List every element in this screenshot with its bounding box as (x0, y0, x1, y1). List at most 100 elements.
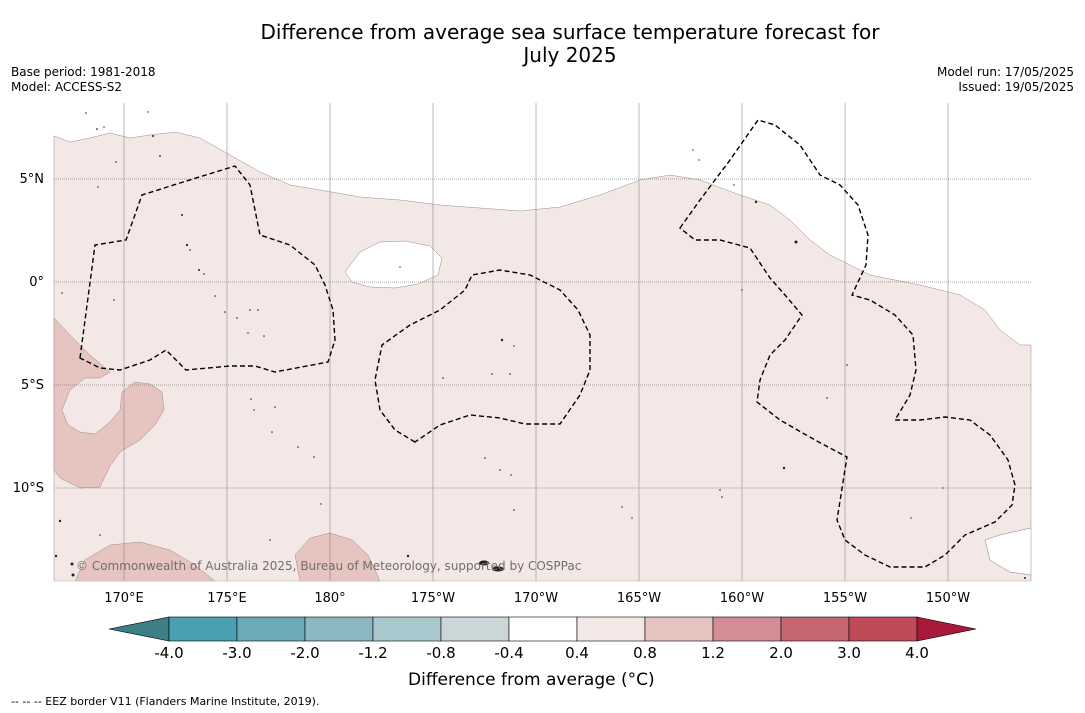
island (513, 509, 515, 511)
island (741, 289, 743, 291)
colorbar-segment (644, 616, 714, 642)
anomaly-region-0.8-1.2-west (53, 317, 165, 489)
colorbar-tick-label: -4.0 (154, 644, 183, 662)
title-line-2: July 2025 (523, 43, 617, 67)
colorbar-tick-label: -3.0 (222, 644, 251, 662)
island (214, 295, 216, 297)
eez-border-kiribati-line (679, 119, 1016, 568)
island (115, 161, 117, 163)
colorbar-tick-label: 2.0 (769, 644, 793, 662)
colorbar-segment (168, 616, 238, 642)
lon-label-170e: 170°E (104, 591, 144, 606)
island (406, 554, 410, 558)
colorbar-tick-label: 0.4 (565, 644, 589, 662)
island (733, 184, 735, 186)
lon-label-180: 180° (314, 591, 345, 606)
island (491, 373, 493, 375)
island (253, 409, 255, 411)
island (257, 309, 259, 311)
island (159, 155, 161, 157)
colorbar-segment (304, 616, 374, 642)
island (250, 398, 252, 400)
island (621, 506, 623, 508)
island (58, 519, 62, 523)
island (721, 496, 723, 498)
island (698, 159, 700, 161)
island (189, 249, 191, 251)
eez-borders (79, 119, 1016, 568)
colorbar-segment (236, 616, 306, 642)
colorbar-segment (576, 616, 646, 642)
colorbar-tick-label: 4.0 (905, 644, 929, 662)
lat-label-5n: 5°N (20, 172, 45, 187)
lon-label-175w: 175°W (411, 591, 455, 606)
island (399, 266, 401, 268)
island (85, 112, 87, 114)
island (54, 554, 58, 558)
island (271, 431, 273, 433)
island (274, 406, 276, 408)
island (103, 126, 105, 128)
colorbar-segment (440, 616, 510, 642)
anomaly-region-0.8-1.2-southwest (74, 541, 216, 582)
lon-label-150w: 150°W (926, 591, 970, 606)
island (97, 186, 99, 188)
colorbar-title: Difference from average (°C) (408, 670, 655, 690)
colorbar-segment (780, 616, 850, 642)
island (71, 573, 75, 577)
island (1024, 577, 1026, 579)
anomaly-region-neutral-southeast (984, 527, 1032, 576)
island (113, 299, 115, 301)
island (782, 466, 786, 470)
title-line-1: Difference from average sea surface temp… (260, 20, 880, 44)
lat-label-0: 0° (29, 275, 44, 290)
island (910, 517, 912, 519)
island (99, 534, 101, 536)
colorbar-tick-label: 1.2 (701, 644, 725, 662)
island (509, 373, 511, 375)
island (198, 269, 200, 271)
island (297, 446, 299, 448)
island (61, 292, 63, 294)
island (692, 149, 694, 151)
model-name-text: Model: ACCESS-S2 (11, 79, 123, 94)
island (313, 456, 315, 458)
model-info: Base period: 1981-2018 Model: ACCESS-S2 (11, 65, 156, 94)
island (510, 474, 512, 476)
island (826, 397, 828, 399)
colorbar-extend-low (108, 616, 170, 642)
colorbar-tick-label: 0.8 (633, 644, 657, 662)
meridians (123, 103, 949, 581)
colorbar-extend-high (916, 616, 977, 642)
colorbar-tick-label: -2.0 (290, 644, 319, 662)
anomaly-fills (53, 131, 1032, 582)
island (224, 311, 226, 313)
copyright-text: © Commonwealth of Australia 2025, Bureau… (76, 559, 581, 573)
island (247, 332, 249, 334)
island (249, 309, 251, 311)
island (263, 335, 265, 337)
colorbar-segment (848, 616, 918, 642)
model-run-text: Model run: 17/05/2025 (936, 65, 1074, 79)
island (236, 317, 238, 319)
issued-text: Issued: 19/05/2025 (958, 79, 1074, 94)
island (442, 377, 444, 379)
island (754, 200, 758, 204)
colorbar-tick-label: -0.8 (426, 644, 455, 662)
island (96, 128, 98, 130)
island (181, 214, 183, 216)
island (484, 457, 486, 459)
island (846, 364, 848, 366)
islands (54, 111, 1026, 579)
anomaly-region-neutral (344, 240, 443, 289)
lat-label-10s: 10°S (13, 481, 44, 496)
island (320, 503, 322, 505)
lon-label-155w: 155°W (823, 591, 867, 606)
island (719, 489, 721, 491)
island (152, 135, 154, 137)
longitude-labels: 170°E 175°E 180° 175°W 170°W 165°W 160°W… (104, 591, 970, 606)
lat-label-5s: 5°S (21, 378, 44, 393)
island (203, 273, 205, 275)
island (513, 345, 515, 347)
